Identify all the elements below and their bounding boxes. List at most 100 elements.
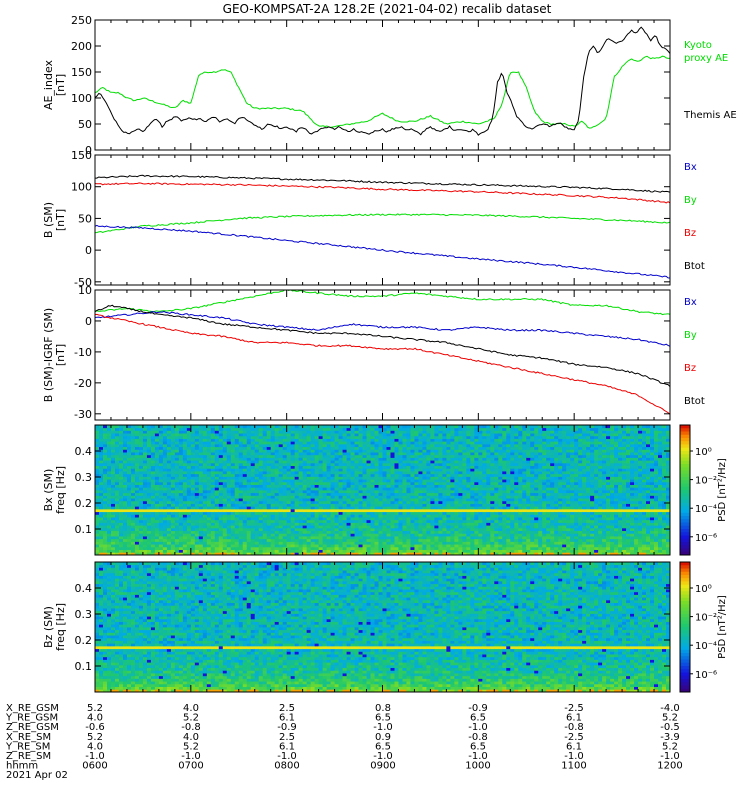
- spectrogram-cell: [98, 490, 104, 494]
- spectrogram-cell: [410, 525, 415, 529]
- spectrogram-cell: [358, 490, 363, 494]
- spectrogram-cell: [370, 546, 375, 550]
- spectrogram-cell: [122, 481, 128, 485]
- spectrogram-cell: [426, 441, 431, 445]
- spectrogram-cell: [370, 462, 375, 467]
- spectrogram-cell: [322, 473, 327, 477]
- spectrogram-cell: [434, 443, 439, 448]
- spectrogram-cell: [278, 484, 284, 488]
- spectrogram-cell: [398, 492, 403, 496]
- spectrogram-cell: [294, 446, 300, 450]
- spectrogram-cell: [414, 546, 419, 550]
- spectrogram-cell: [278, 552, 284, 556]
- spectrogram-cell: [466, 468, 471, 472]
- spectrogram-cell: [226, 498, 232, 502]
- spectrogram-cell: [214, 479, 220, 483]
- spectrogram-cell: [326, 514, 331, 518]
- spectrogram-cell: [370, 492, 375, 496]
- spectrogram-cell: [466, 487, 471, 491]
- spectrogram-cell: [414, 517, 419, 521]
- spectrogram-cell: [110, 468, 116, 472]
- spectrogram-cell: [474, 503, 479, 507]
- spectrogram-cell: [290, 449, 296, 453]
- spectrogram-cell: [202, 479, 208, 483]
- spectrogram-cell: [98, 460, 104, 464]
- spectrogram-cell: [170, 517, 176, 521]
- spectrogram-cell: [138, 430, 144, 434]
- spectrogram-cell: [162, 484, 168, 488]
- spectrogram-cell: [250, 438, 256, 442]
- spectrogram-cell: [478, 471, 483, 475]
- spectrogram-cell: [206, 517, 212, 521]
- spectrogram-cell: [414, 462, 419, 467]
- spectrogram-cell: [134, 452, 140, 456]
- spectrogram-cell: [134, 552, 140, 556]
- spectrogram-cell: [470, 427, 475, 431]
- spectrogram-cell: [322, 541, 327, 545]
- spectrogram-cell: [346, 460, 351, 464]
- spectrogram-cell: [194, 452, 200, 456]
- spectrogram-cell: [150, 549, 156, 553]
- spectrogram-cell: [242, 538, 248, 542]
- spectrogram-cell: [134, 460, 140, 464]
- spectrogram-cell: [442, 525, 447, 529]
- spectrogram-cell: [410, 449, 415, 453]
- spectrogram-cell: [226, 495, 232, 499]
- spectrogram-cell: [110, 454, 116, 458]
- spectrogram-cell: [398, 549, 403, 553]
- spectrogram-cell: [166, 435, 172, 439]
- spectrogram-cell: [130, 511, 136, 515]
- spectrogram-cell: [154, 506, 160, 510]
- spectrogram-cell: [254, 473, 260, 477]
- spectrogram-cell: [450, 498, 455, 502]
- spectrogram-cell: [246, 503, 252, 507]
- spectrogram-cell: [95, 530, 100, 534]
- spectrogram-cell: [270, 484, 276, 488]
- spectrogram-cell: [306, 541, 312, 545]
- spectrogram-cell: [154, 492, 160, 496]
- spectrogram-cell: [478, 468, 483, 472]
- spectrogram-cell: [198, 533, 204, 537]
- spectrogram-cell: [298, 544, 304, 548]
- spectrogram-cell: [322, 519, 327, 523]
- spectrogram-cell: [294, 452, 300, 456]
- spectrogram-cell: [446, 541, 451, 545]
- spectrogram-cell: [442, 425, 447, 429]
- spectrogram-cell: [238, 538, 244, 542]
- spectrogram-cell: [218, 490, 224, 494]
- spectrogram-cell: [178, 552, 184, 556]
- spectrogram-cell: [426, 500, 431, 504]
- spectrogram-cell: [306, 527, 312, 532]
- spectrogram-cell: [190, 471, 196, 475]
- spectrogram-cell: [394, 465, 399, 469]
- spectrogram-cell: [314, 479, 320, 483]
- spectrogram-cell: [366, 441, 371, 445]
- spectrogram-cell: [350, 525, 355, 529]
- spectrogram-cell: [414, 452, 419, 456]
- spectrogram-cell: [178, 500, 184, 504]
- spectrogram-cell: [210, 546, 216, 550]
- spectrogram-cell: [402, 425, 407, 429]
- spectrogram-cell: [106, 514, 112, 518]
- spectrogram-cell: [126, 508, 132, 513]
- spectrogram-cell: [386, 522, 391, 526]
- spectrogram-cell: [102, 498, 108, 502]
- spectrogram-cell: [278, 481, 284, 485]
- spectrogram-cell: [390, 425, 395, 429]
- spectrogram-cell: [310, 462, 316, 467]
- spectrogram-cell: [258, 446, 264, 450]
- spectrogram-cell: [154, 481, 160, 485]
- spectrogram-cell: [142, 487, 148, 491]
- spectrogram-cell: [446, 468, 451, 472]
- spectrogram-cell: [406, 446, 411, 450]
- spectrogram-cell: [262, 506, 268, 510]
- spectrogram-cell: [190, 544, 196, 548]
- spectrogram-cell: [334, 498, 339, 502]
- spectrogram-cell: [310, 430, 316, 434]
- spectrogram-cell: [142, 476, 148, 480]
- spectrogram-cell: [98, 544, 104, 548]
- spectrogram-cell: [410, 506, 415, 510]
- spectrogram-cell: [430, 546, 435, 550]
- spectrogram-cell: [270, 435, 276, 439]
- spectrogram-cell: [242, 517, 248, 521]
